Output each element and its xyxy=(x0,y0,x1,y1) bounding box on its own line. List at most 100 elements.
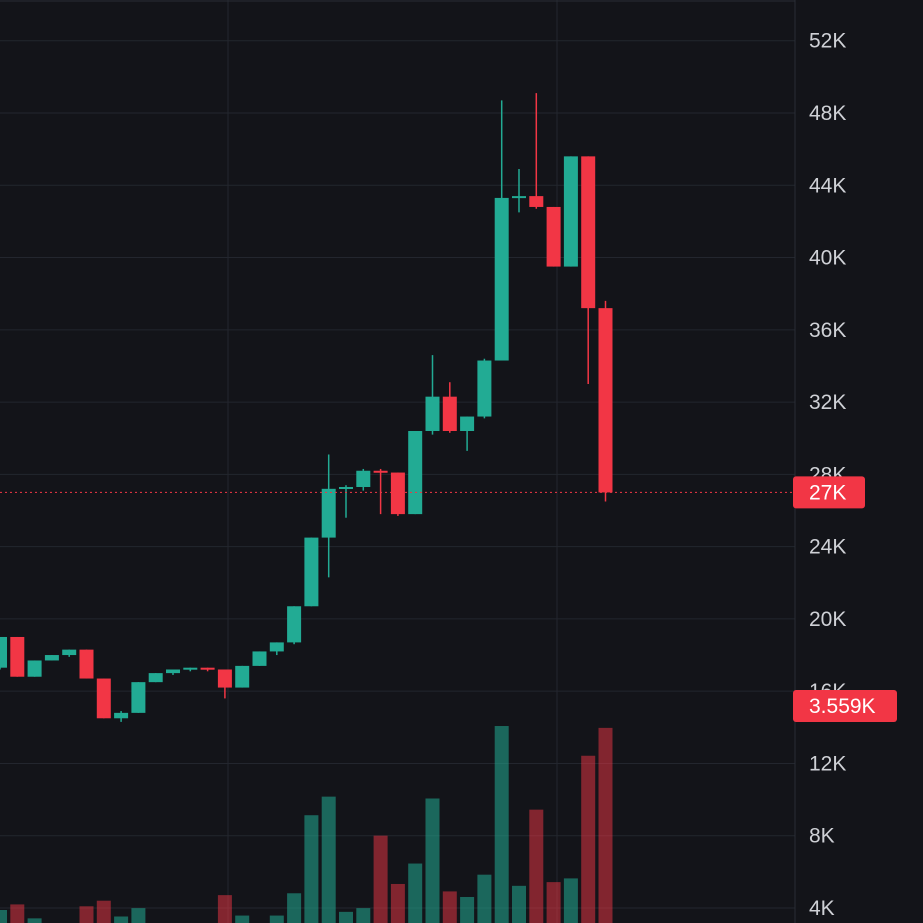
volume-bar-19 xyxy=(321,796,336,923)
candle-9 xyxy=(148,673,163,683)
volume-bar-2 xyxy=(27,918,42,923)
candle-20 xyxy=(339,485,353,518)
candle-23 xyxy=(390,472,405,516)
volume-bar-0 xyxy=(0,909,7,923)
volume-bar-32 xyxy=(546,882,561,923)
candle-body xyxy=(390,472,405,515)
volume-bar-34 xyxy=(581,755,596,923)
candle-body xyxy=(200,667,215,670)
candle-0 xyxy=(0,636,7,670)
volume-bar-25 xyxy=(425,798,440,923)
candle-body xyxy=(235,665,250,688)
candle-body xyxy=(10,636,25,677)
candle-15 xyxy=(252,651,267,666)
candle-body xyxy=(27,660,42,677)
volume-bar-21 xyxy=(356,908,371,923)
last-volume-badge: 3.559K xyxy=(793,690,897,722)
last-volume-badge-text: 3.559K xyxy=(809,695,876,718)
y-tick-label: 36K xyxy=(809,319,846,342)
candle-7 xyxy=(114,711,129,722)
volume-bar-35 xyxy=(598,727,613,923)
price-axis[interactable]: 52K48K44K40K36K32K28K24K20K16K12K8K4K xyxy=(809,30,846,920)
volume-bar-8 xyxy=(131,908,146,923)
candle-24 xyxy=(408,431,423,515)
candle-body xyxy=(62,649,77,656)
y-tick-label: 24K xyxy=(809,536,846,559)
candle-26 xyxy=(442,382,457,433)
y-tick-label: 12K xyxy=(809,752,846,775)
candle-16 xyxy=(269,642,284,656)
candle-body xyxy=(252,651,267,666)
candle-body xyxy=(44,655,59,661)
candle-body xyxy=(114,712,129,719)
price-badges: 27K 3.559K xyxy=(793,476,897,722)
candle-13 xyxy=(217,669,232,699)
candle-body xyxy=(79,649,94,679)
volume-bar-22 xyxy=(373,835,388,923)
volume-bar-33 xyxy=(563,878,578,923)
candle-body xyxy=(477,360,492,417)
volume-bars xyxy=(0,726,613,923)
last-price-badge-bg xyxy=(793,476,865,509)
y-tick-label: 48K xyxy=(809,102,846,125)
candle-19 xyxy=(321,454,336,578)
volume-bar-13 xyxy=(217,895,232,923)
candle-body xyxy=(529,196,544,207)
candle-body xyxy=(166,669,180,674)
candle-5 xyxy=(79,649,94,679)
candles xyxy=(0,93,613,722)
volume-bar-6 xyxy=(96,900,111,923)
volume-bar-29 xyxy=(494,726,509,923)
candle-body xyxy=(356,470,371,488)
volume-bar-5 xyxy=(79,906,94,923)
candle-body xyxy=(442,396,457,431)
volume-bar-28 xyxy=(477,874,492,923)
candle-body xyxy=(287,606,302,643)
candle-body xyxy=(546,206,561,267)
y-tick-label: 20K xyxy=(809,608,846,631)
y-tick-label: 8K xyxy=(809,825,835,848)
candle-32 xyxy=(546,206,561,267)
candle-35 xyxy=(598,300,613,502)
volume-bar-17 xyxy=(287,893,302,923)
candle-1 xyxy=(10,636,25,677)
candle-27 xyxy=(460,416,475,451)
y-tick-label: 52K xyxy=(809,30,846,53)
candle-3 xyxy=(44,655,59,661)
volume-bar-23 xyxy=(390,883,405,923)
candle-4 xyxy=(62,649,77,657)
candle-8 xyxy=(131,682,146,713)
last-price-badge: 27K xyxy=(793,476,865,509)
candle-22 xyxy=(373,468,388,515)
candle-body xyxy=(321,488,336,538)
candle-10 xyxy=(166,669,180,675)
candle-25 xyxy=(425,355,440,435)
candle-body xyxy=(563,156,578,267)
candle-body xyxy=(269,642,284,652)
candle-12 xyxy=(200,667,215,672)
candle-6 xyxy=(96,678,111,719)
candle-body xyxy=(0,636,7,668)
volume-bar-30 xyxy=(512,885,526,923)
candle-body xyxy=(183,667,198,670)
candle-30 xyxy=(512,169,526,213)
candle-18 xyxy=(304,537,319,607)
candle-body xyxy=(304,537,319,607)
candle-33 xyxy=(563,156,578,267)
y-tick-label: 44K xyxy=(809,174,846,197)
volume-bar-14 xyxy=(235,915,250,923)
candle-29 xyxy=(494,100,509,361)
volume-bar-26 xyxy=(442,891,457,923)
candle-body xyxy=(373,470,388,473)
y-tick-label: 32K xyxy=(809,391,846,414)
volume-bar-31 xyxy=(529,809,544,923)
candle-34 xyxy=(581,156,596,385)
candle-body xyxy=(339,487,353,490)
volume-bar-18 xyxy=(304,815,319,923)
candle-21 xyxy=(356,468,371,491)
volume-bar-16 xyxy=(269,915,284,923)
volume-bar-27 xyxy=(460,896,475,923)
candle-body xyxy=(425,396,440,431)
